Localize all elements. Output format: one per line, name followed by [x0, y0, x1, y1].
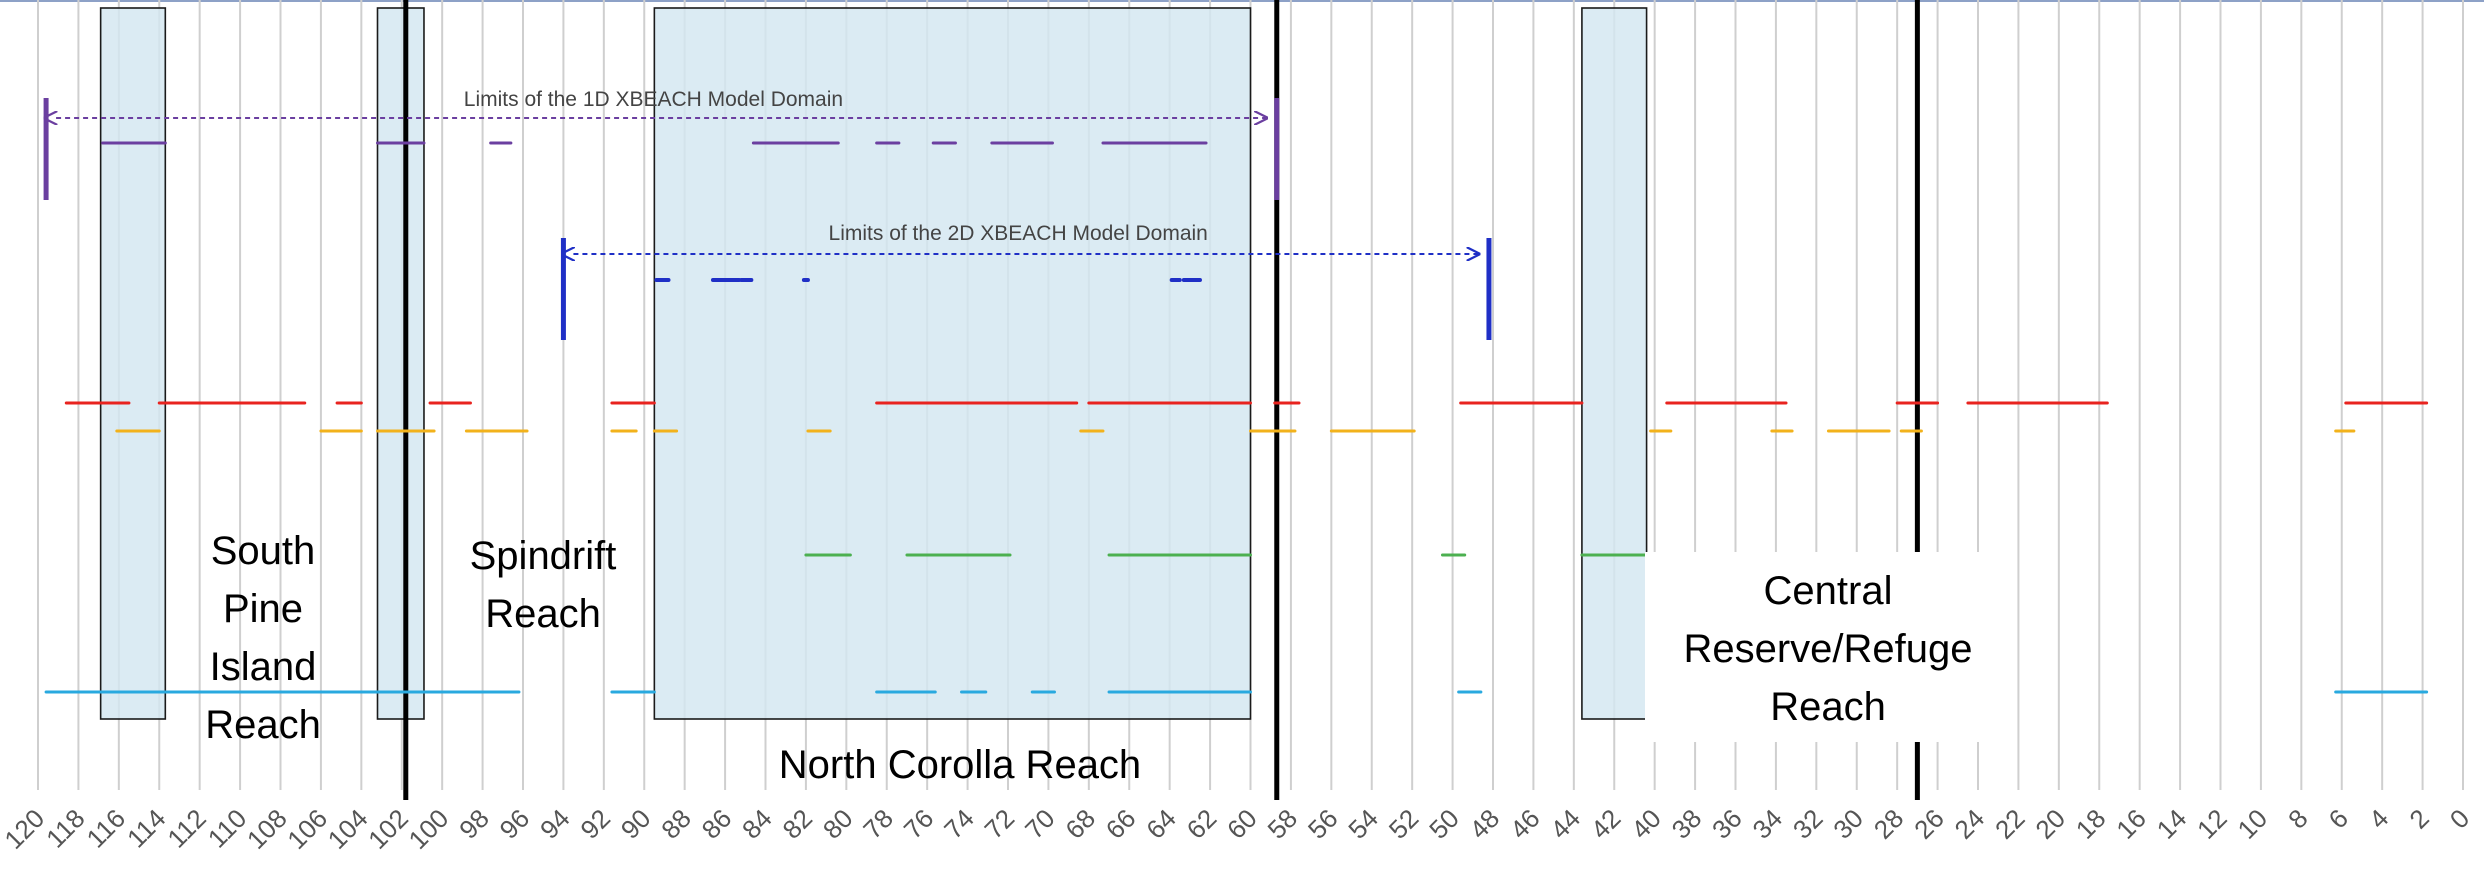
shaded-region	[99, 7, 167, 720]
reach-label-background	[1645, 552, 2015, 742]
x-tick-label: 74	[938, 803, 980, 845]
domain-limits: Limits of the 1D XBEACH Model Domain Limi…	[46, 88, 1492, 340]
domain-limit-label: Limits of the 1D XBEACH Model Domain	[464, 88, 843, 111]
series-segments	[44, 141, 2429, 694]
x-tick-label: 64	[1140, 803, 1182, 845]
x-tick-label: 6	[2323, 803, 2354, 834]
x-tick-label: 62	[1181, 803, 1223, 845]
x-tick-label: 24	[1949, 803, 1991, 845]
x-tick-label: 86	[696, 803, 738, 845]
domain-limit-label: Limits of the 2D XBEACH Model Domain	[829, 222, 1208, 245]
x-tick-label: 100	[403, 803, 455, 855]
x-tick-label: 110	[202, 803, 253, 854]
reach-label-line: South	[211, 529, 316, 573]
x-tick-label: 48	[1464, 803, 1506, 845]
x-tick-label: 16	[2110, 803, 2152, 845]
x-tick-label: 2	[2403, 803, 2434, 834]
x-tick-label: 80	[817, 803, 859, 845]
reach-label-line: Reach	[485, 592, 601, 636]
x-tick-label: 118	[40, 803, 91, 854]
reach-label-line: North Corolla Reach	[779, 743, 1141, 787]
x-tick-label: 52	[1383, 803, 1425, 845]
reach-label-line: Reach	[205, 703, 321, 747]
shaded-regions	[99, 7, 1648, 720]
x-tick-label: 42	[1585, 803, 1627, 845]
x-tick-label: 60	[1221, 803, 1263, 845]
x-tick-label: 56	[1302, 803, 1344, 845]
x-tick-label: 8	[2282, 803, 2313, 834]
reach-label-line: Central	[1764, 569, 1893, 613]
x-tick-label: 36	[1706, 803, 1748, 845]
shaded-region	[1581, 7, 1648, 720]
x-tick-label: 82	[776, 803, 818, 845]
x-tick-label: 76	[898, 803, 940, 845]
x-tick-label: 88	[655, 803, 697, 845]
x-tick-label: 0	[2444, 803, 2475, 834]
reach-label-line: Spindrift	[470, 534, 617, 578]
x-tick-label: 22	[1989, 803, 2031, 845]
x-tick-label: 70	[1019, 803, 1061, 845]
x-tick-label: 84	[736, 803, 778, 845]
x-tick-label: 26	[1908, 803, 1950, 845]
x-tick-label: 116	[81, 803, 132, 854]
reach-label-line: Reserve/Refuge	[1683, 627, 1972, 671]
x-tick-label: 46	[1504, 803, 1546, 845]
x-tick-label: 98	[453, 803, 495, 845]
x-tick-label: 20	[2029, 803, 2071, 845]
shaded-region	[653, 7, 1252, 720]
x-tick-label: 18	[2070, 803, 2112, 845]
x-tick-label: 28	[1868, 803, 1910, 845]
x-tick-label: 114	[121, 803, 172, 854]
x-tick-label: 4	[2363, 803, 2394, 834]
reach-label-line: Reach	[1770, 685, 1886, 729]
x-tick-label: 44	[1544, 803, 1586, 845]
x-tick-label: 32	[1787, 803, 1829, 845]
reach-label-line: Pine	[223, 587, 303, 631]
shaded-region	[376, 7, 425, 720]
reach-labels: South Pine Island Reach Spindrift Reach North …	[205, 529, 2015, 787]
x-tick-label: 58	[1261, 803, 1303, 845]
x-tick-label: 34	[1746, 803, 1788, 845]
x-tick-label: 12	[2191, 803, 2233, 845]
x-tick-label: 38	[1666, 803, 1708, 845]
x-tick-label: 68	[1059, 803, 1101, 845]
x-tick-label: 94	[534, 803, 576, 845]
x-tick-label: 72	[979, 803, 1021, 845]
x-tick-label: 40	[1625, 803, 1667, 845]
x-tick-label: 14	[2151, 803, 2193, 845]
x-tick-label: 30	[1827, 803, 1869, 845]
x-tick-label: 112	[161, 803, 212, 854]
x-axis-tick-labels: 1201181161141121101081061041021009896949…	[0, 803, 2475, 855]
x-tick-label: 66	[1100, 803, 1142, 845]
x-tick-label: 92	[574, 803, 616, 845]
x-tick-label: 96	[494, 803, 536, 845]
reach-label-line: Island	[210, 645, 317, 689]
x-tick-label: 90	[615, 803, 657, 845]
x-tick-label: 10	[2231, 803, 2273, 845]
x-tick-label: 50	[1423, 803, 1465, 845]
x-tick-label: 54	[1342, 803, 1384, 845]
x-tick-label: 78	[857, 803, 899, 845]
